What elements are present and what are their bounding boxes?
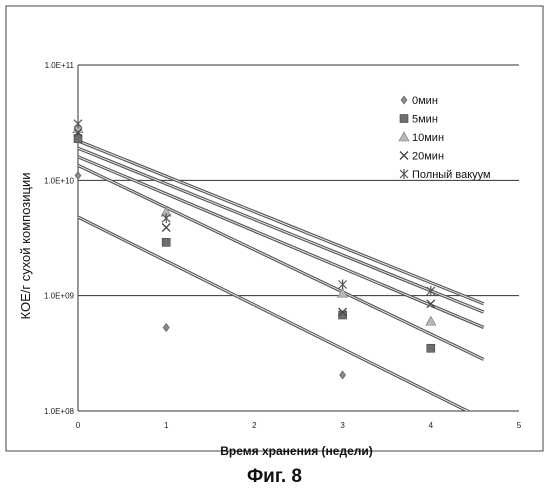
legend-label-4: Полный вакуум: [412, 169, 491, 181]
x-tick-label: 3: [340, 421, 345, 430]
x-tick-label: 5: [517, 421, 522, 430]
data-point-series-2: [426, 316, 436, 325]
legend-label-1: 5мин: [412, 114, 438, 126]
trendline-highlight: [78, 157, 484, 328]
legend-label-2: 10мин: [412, 132, 444, 144]
trendline-highlight: [78, 165, 484, 359]
trendline-0: [78, 217, 484, 419]
trendline-highlight: [78, 217, 484, 419]
trendline-4: [78, 141, 484, 304]
data-point-series-3: [162, 223, 170, 231]
legend-label-0: 0мин: [412, 95, 438, 107]
data-point-series-4: [162, 213, 170, 223]
data-point-series-4: [339, 279, 347, 289]
legend-marker-2: [399, 132, 409, 141]
x-tick-label: 2: [252, 421, 257, 430]
x-axis-title: Время хранения (недели): [220, 444, 373, 458]
trendline-highlight: [78, 141, 484, 304]
data-point-series-4: [74, 119, 82, 129]
legend-label-3: 20мин: [412, 151, 444, 163]
legend-marker-0: [401, 96, 407, 104]
data-point-series-0: [75, 172, 81, 180]
figure-caption: Фиг. 8: [0, 466, 549, 488]
data-point-series-0: [163, 323, 169, 331]
trendline-2: [78, 157, 484, 328]
y-tick-label: 1.0E+11: [45, 61, 75, 70]
legend-marker-1: [400, 115, 408, 123]
x-tick-label: 1: [164, 421, 169, 430]
legend-marker-3: [400, 152, 408, 160]
data-point-series-0: [340, 371, 346, 379]
data-point-series-1: [162, 238, 170, 246]
y-axis-title: КОЕ/г сухой композиции: [18, 173, 33, 320]
trendline-1: [78, 165, 484, 359]
x-tick-label: 0: [76, 421, 81, 430]
y-tick-label: 1.0E+10: [44, 176, 75, 185]
x-tick-label: 4: [429, 421, 434, 430]
legend-marker-4: [400, 169, 408, 179]
y-tick-label: 1.0E+09: [44, 292, 75, 301]
y-tick-label: 1.0E+08: [44, 407, 75, 416]
data-point-series-1: [427, 344, 435, 352]
